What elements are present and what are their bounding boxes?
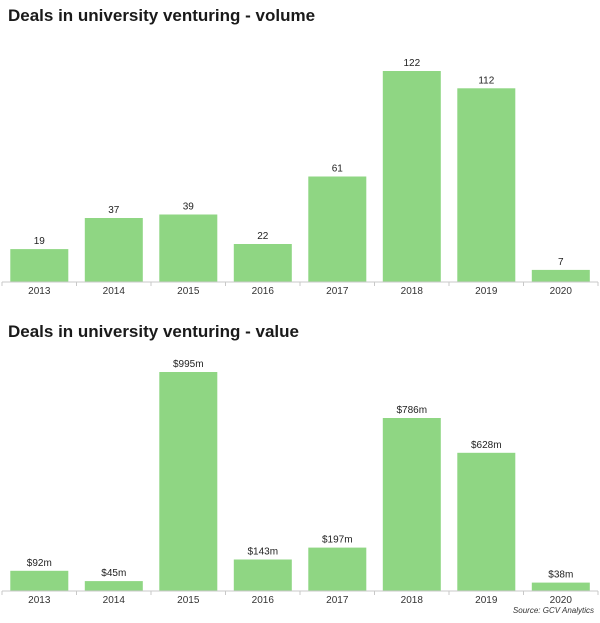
source-note: Source: GCV Analytics bbox=[512, 606, 594, 615]
volume-bar-2020 bbox=[531, 269, 590, 282]
value-value-label-2019: $628m bbox=[471, 440, 502, 451]
volume-bar-2018 bbox=[382, 71, 441, 282]
value-tick-label-2019: 2019 bbox=[475, 595, 498, 606]
volume-tick-label-2017: 2017 bbox=[326, 286, 349, 297]
volume-tick-label-2016: 2016 bbox=[252, 286, 275, 297]
value-chart-title: Deals in university venturing - value bbox=[8, 322, 299, 341]
value-value-label-2014: $45m bbox=[101, 568, 126, 579]
volume-value-label-2020: 7 bbox=[558, 257, 564, 268]
volume-tick-label-2013: 2013 bbox=[28, 286, 51, 297]
volume-tick-label-2015: 2015 bbox=[177, 286, 200, 297]
value-bar-2020 bbox=[531, 582, 590, 591]
value-tick-label-2020: 2020 bbox=[550, 595, 573, 606]
value-bar-2018 bbox=[382, 418, 441, 591]
volume-bar-2013 bbox=[10, 249, 69, 282]
volume-bar-2014 bbox=[84, 218, 143, 282]
value-bar-2017 bbox=[308, 547, 367, 591]
value-value-label-2017: $197m bbox=[322, 535, 353, 546]
value-value-label-2018: $786m bbox=[397, 405, 428, 416]
volume-tick-label-2019: 2019 bbox=[475, 286, 498, 297]
value-bar-2016 bbox=[233, 559, 292, 591]
volume-tick-label-2014: 2014 bbox=[103, 286, 126, 297]
volume-value-label-2017: 61 bbox=[332, 164, 344, 175]
value-tick-label-2015: 2015 bbox=[177, 595, 200, 606]
value-tick-label-2014: 2014 bbox=[103, 595, 126, 606]
volume-bar-2019 bbox=[457, 88, 516, 282]
value-value-label-2015: $995m bbox=[173, 359, 204, 370]
volume-bar-2015 bbox=[159, 214, 218, 282]
value-tick-label-2013: 2013 bbox=[28, 595, 51, 606]
volume-value-label-2016: 22 bbox=[257, 231, 269, 242]
volume-value-label-2018: 122 bbox=[403, 58, 420, 69]
volume-value-label-2014: 37 bbox=[108, 205, 120, 216]
volume-bar-2017 bbox=[308, 176, 367, 282]
value-tick-label-2018: 2018 bbox=[401, 595, 424, 606]
volume-value-label-2019: 112 bbox=[478, 75, 494, 86]
volume-chart-plot: 19 2013 37 2014 39 2015 22 2016 61 2017 122 2018 112… bbox=[1, 58, 599, 297]
value-bar-2015 bbox=[159, 372, 218, 591]
value-chart-plot: $92m 2013 $45m 2014 $995m 2015 $143m 2016 $197m 2… bbox=[1, 359, 599, 606]
value-bar-2013 bbox=[10, 570, 69, 591]
value-bar-2019 bbox=[457, 452, 516, 591]
value-tick-label-2016: 2016 bbox=[252, 595, 275, 606]
value-value-label-2013: $92m bbox=[27, 558, 52, 569]
value-value-label-2016: $143m bbox=[248, 547, 279, 558]
value-value-label-2020: $38m bbox=[548, 570, 573, 581]
volume-value-label-2013: 19 bbox=[34, 236, 46, 247]
value-tick-label-2017: 2017 bbox=[326, 595, 349, 606]
volume-tick-label-2018: 2018 bbox=[401, 286, 424, 297]
volume-tick-label-2020: 2020 bbox=[550, 286, 573, 297]
volume-value-label-2015: 39 bbox=[183, 202, 195, 213]
volume-bar-2016 bbox=[233, 244, 292, 282]
value-bar-2014 bbox=[84, 581, 143, 591]
volume-chart-title: Deals in university venturing - volume bbox=[8, 6, 316, 25]
